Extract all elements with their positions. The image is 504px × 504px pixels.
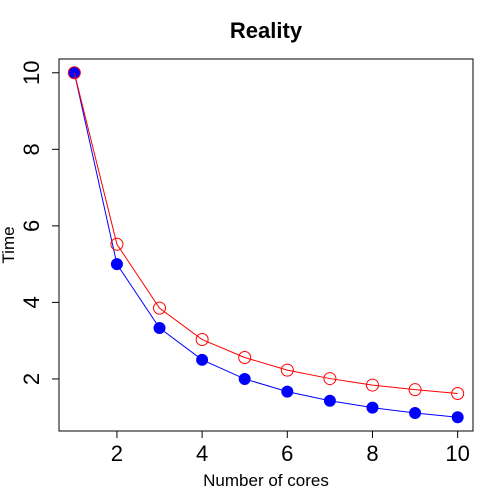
series-2-point <box>365 378 379 392</box>
series-1-point <box>153 322 166 335</box>
chart-title: Reality <box>230 18 303 43</box>
series-1-point <box>281 385 294 398</box>
plot-frame <box>58 58 474 432</box>
series-2-point <box>110 237 124 251</box>
y-tick-label: 10 <box>19 61 44 85</box>
series-1-point <box>409 407 422 420</box>
y-axis: 2 4 6 8 10 <box>19 61 59 385</box>
series-1-line <box>73 72 458 418</box>
series-1-point <box>451 411 464 424</box>
x-tick-label: 8 <box>366 441 378 466</box>
series-2-point <box>67 66 81 80</box>
x-tick-label: 10 <box>445 441 469 466</box>
x-tick-label: 6 <box>281 441 293 466</box>
y-tick-label: 2 <box>19 373 44 385</box>
y-axis-label: Time <box>0 226 18 263</box>
series-1-point <box>196 353 209 366</box>
x-axis-label: Number of cores <box>203 471 329 490</box>
series-2-point <box>195 333 209 347</box>
x-axis: 2 4 6 8 10 <box>111 431 470 466</box>
series-2-point <box>153 301 167 315</box>
series-1-point <box>323 394 336 407</box>
series-2-point <box>323 372 337 386</box>
series-2-point <box>451 386 465 400</box>
x-tick-label: 4 <box>196 441 208 466</box>
series-2-point <box>408 383 422 397</box>
series-2-point <box>280 363 294 377</box>
series-1-point <box>238 372 251 385</box>
series-2-line <box>73 72 458 394</box>
series-1-point <box>366 401 379 414</box>
y-tick-label: 8 <box>19 143 44 155</box>
y-tick-label: 4 <box>19 296 44 308</box>
y-tick-label: 6 <box>19 220 44 232</box>
series-layer <box>67 66 465 424</box>
series-2-point <box>238 351 252 365</box>
x-tick-label: 2 <box>111 441 123 466</box>
series-1-point <box>110 258 123 271</box>
